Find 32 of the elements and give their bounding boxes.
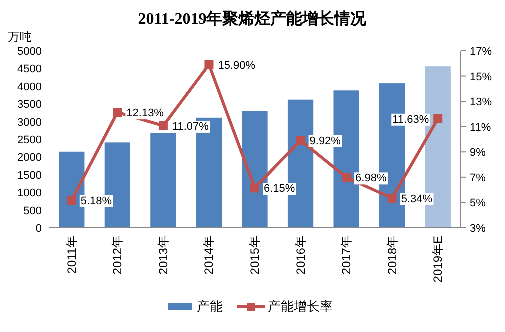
y-tick-label: 5000 [18,46,42,58]
x-tick-label: 2012年 [110,236,125,275]
x-tick-label: 2018年 [385,236,400,275]
y-tick-label: 1000 [18,188,42,200]
y2-tick-label: 13% [470,96,492,109]
y-tick-label: 0 [36,223,42,235]
y2-tick-label: 9% [470,147,486,160]
x-tick-label: 2011年 [64,236,79,274]
y-tick-label: 2000 [18,152,42,164]
y2-tick-label: 7% [470,172,486,184]
x-tick-label: 2019年E [431,236,446,283]
x-tick-label: 2017年 [340,236,354,275]
y-tick-label: 500 [24,205,42,218]
chart-title: 2011-2019年聚烯烃产能增长情况 [138,10,368,28]
y2-tick-label: 15% [470,71,492,84]
x-tick-label: 2013年 [156,236,170,275]
x-tick-label: 2015年 [248,236,262,275]
legend-label: 产能 [197,299,223,314]
y2-tick-label: 3% [470,223,486,235]
y2-tick-label: 17% [470,46,492,58]
y-axis-title: 万吨 [8,30,32,44]
x-tick-label: 2016年 [294,236,308,275]
y-tick-label: 1500 [18,170,42,182]
legend-label: 产能增长率 [268,299,333,314]
x-tick-label: 2014年 [202,236,216,275]
y-tick-label: 4000 [18,81,42,94]
y-tick-label: 3000 [18,116,42,129]
y2-tick-label: 11% [470,122,492,134]
y-tick-label: 3500 [18,99,42,112]
y-tick-label: 2500 [18,134,42,146]
y2-tick-label: 5% [470,198,486,210]
y-tick-label: 4500 [18,64,42,76]
